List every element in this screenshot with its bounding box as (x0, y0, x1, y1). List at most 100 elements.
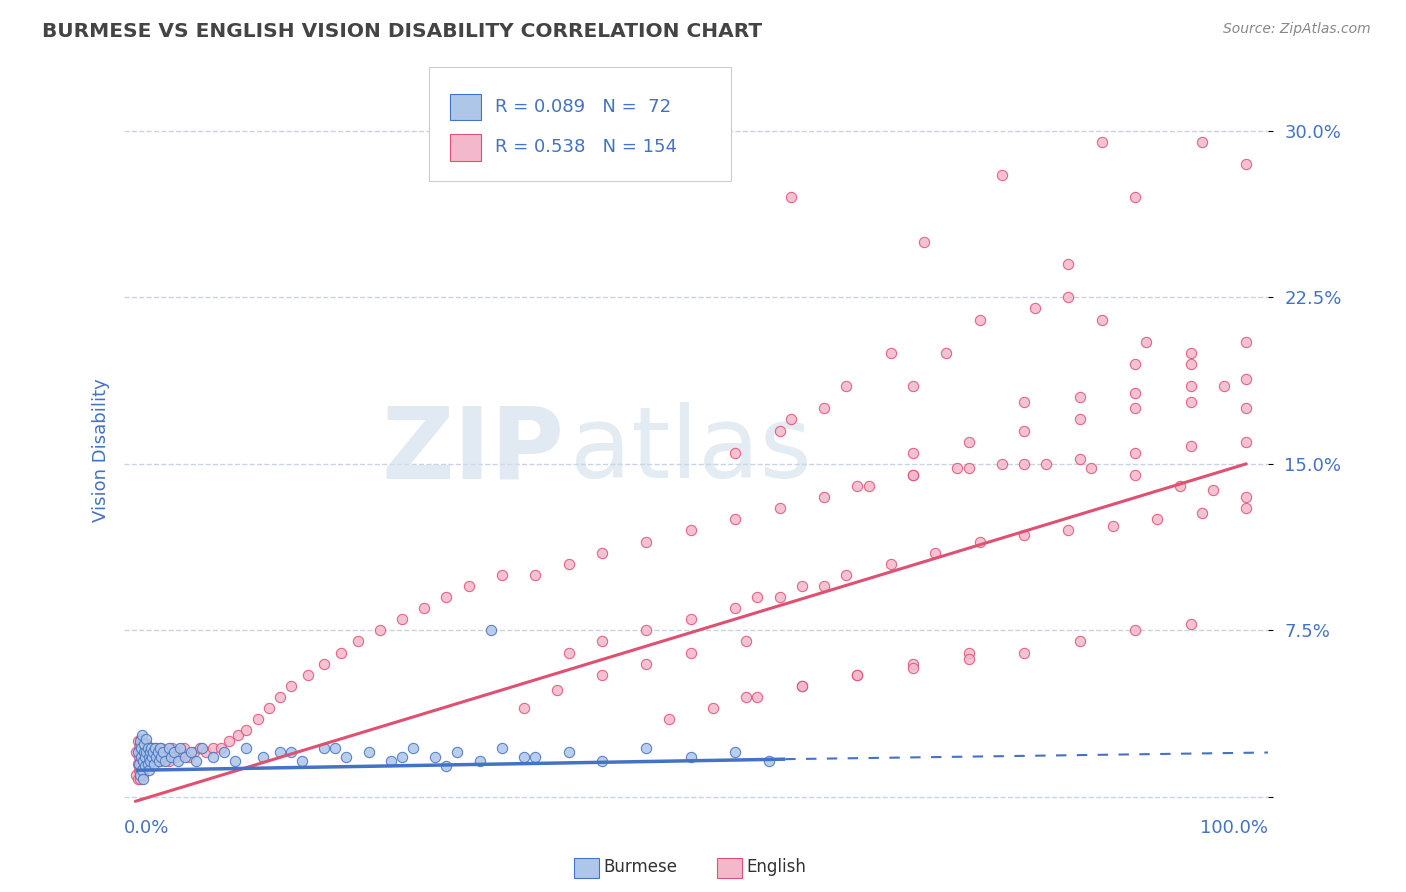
Point (679, 646, 702, 660)
Point (165, 750, 187, 764)
Point (139, 741, 162, 756)
Point (188, 741, 211, 756)
Point (148, 746, 170, 760)
Point (314, 741, 336, 756)
Point (173, 741, 195, 756)
Point (901, 446, 924, 460)
Point (138, 764, 160, 778)
Point (413, 601, 436, 615)
Point (1234, 401, 1257, 416)
Point (186, 755, 208, 769)
Point (357, 746, 380, 760)
Point (1102, 519, 1125, 533)
Point (139, 750, 162, 764)
Text: atlas: atlas (571, 402, 813, 499)
Point (835, 379, 858, 393)
Point (152, 746, 174, 760)
Point (957, 652, 980, 666)
Point (1069, 390, 1091, 404)
Point (195, 746, 218, 760)
Point (880, 346, 903, 360)
Point (323, 741, 346, 756)
Point (901, 657, 924, 671)
Point (149, 750, 172, 764)
Point (134, 741, 156, 756)
Point (132, 755, 155, 769)
Point (835, 567, 858, 582)
Point (513, 750, 536, 764)
Point (1012, 424, 1035, 438)
Point (127, 734, 149, 748)
Point (557, 746, 579, 760)
Point (1191, 135, 1213, 149)
Point (425, 750, 447, 764)
Point (128, 755, 150, 769)
Point (252, 750, 274, 764)
Point (139, 755, 162, 769)
Point (1234, 157, 1257, 171)
Point (402, 741, 425, 756)
Point (128, 734, 150, 748)
Point (134, 756, 156, 771)
Point (1180, 379, 1202, 393)
Point (209, 741, 232, 756)
Point (136, 756, 159, 771)
Point (128, 764, 150, 778)
Point (143, 756, 166, 771)
Point (391, 750, 413, 764)
Point (735, 690, 758, 704)
Point (858, 479, 880, 493)
Point (679, 612, 702, 626)
Point (846, 667, 869, 681)
Point (202, 741, 225, 756)
Point (1234, 434, 1257, 449)
Point (174, 750, 197, 764)
Text: Source: ZipAtlas.com: Source: ZipAtlas.com (1223, 22, 1371, 37)
Point (524, 750, 547, 764)
Point (636, 624, 658, 638)
Point (246, 712, 269, 726)
Point (218, 734, 240, 748)
Point (779, 412, 801, 426)
Text: ZIP: ZIP (382, 402, 565, 499)
Point (769, 424, 792, 438)
Point (1057, 524, 1080, 538)
Point (235, 723, 257, 738)
Point (136, 750, 159, 764)
Point (912, 235, 935, 249)
Point (679, 524, 702, 538)
Point (346, 634, 368, 648)
Point (148, 755, 170, 769)
Point (235, 741, 257, 756)
Point (143, 741, 166, 756)
Point (747, 590, 769, 604)
Point (1213, 379, 1236, 393)
Point (169, 741, 191, 756)
Point (1180, 394, 1202, 409)
Point (138, 750, 160, 764)
Point (1057, 257, 1080, 271)
Point (1123, 467, 1146, 482)
Point (546, 683, 568, 698)
Point (128, 737, 150, 751)
Point (160, 741, 183, 756)
Point (957, 434, 980, 449)
Point (513, 701, 536, 715)
Point (1012, 457, 1035, 471)
Point (846, 479, 869, 493)
Point (129, 746, 152, 760)
Point (1069, 412, 1091, 426)
Point (735, 634, 758, 648)
Point (135, 737, 157, 751)
Point (136, 741, 159, 756)
Point (1191, 506, 1213, 520)
Point (901, 467, 924, 482)
Point (591, 755, 613, 769)
Point (129, 741, 152, 756)
Point (280, 746, 302, 760)
Point (149, 741, 172, 756)
Point (380, 755, 402, 769)
Point (135, 746, 157, 760)
Point (134, 759, 156, 773)
Point (269, 746, 291, 760)
